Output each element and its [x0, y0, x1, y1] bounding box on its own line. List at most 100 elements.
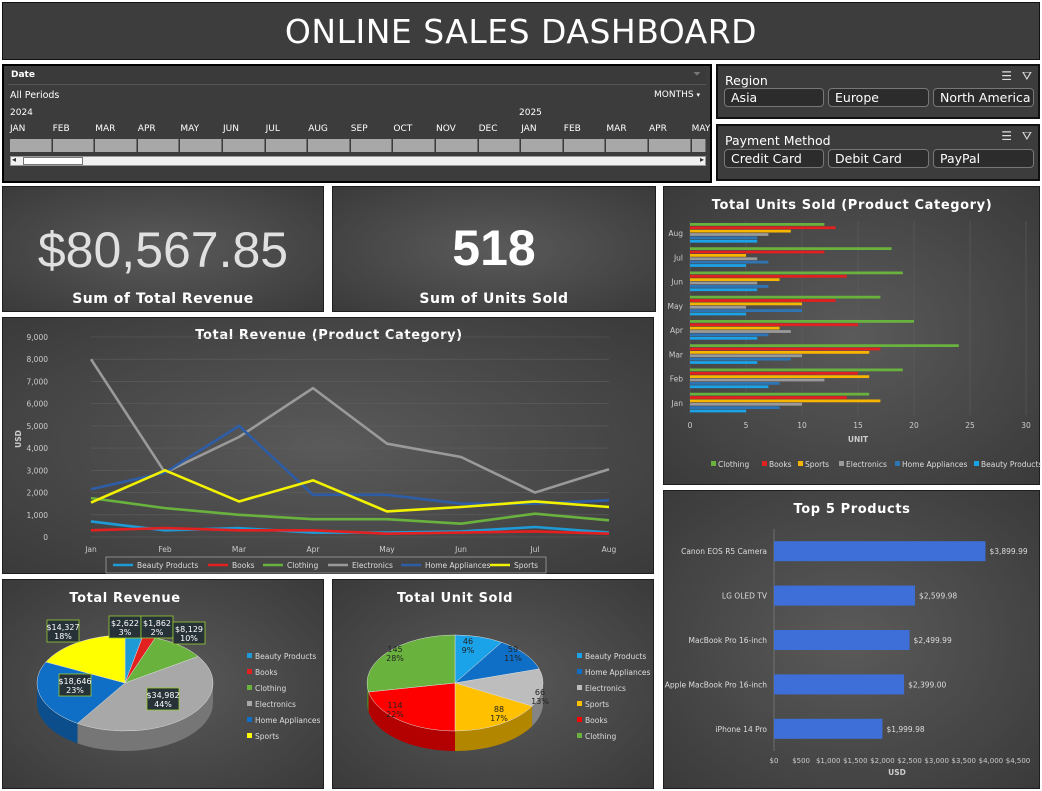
legend-label: Home Appliances: [425, 561, 490, 570]
legend-label: Beauty Products: [981, 460, 1041, 469]
x-tick-label: $500: [792, 757, 810, 765]
data-label-value: $8,129: [175, 625, 203, 634]
y-tick-label: iPhone 14 Pro: [715, 725, 767, 734]
clear-filter-icon[interactable]: ⏷: [693, 69, 701, 80]
bar: [690, 371, 858, 375]
timeline-month-label: MAY: [691, 124, 711, 134]
bar: [690, 247, 892, 251]
timeline-month-cell[interactable]: [308, 139, 350, 152]
x-tick-label: $3,000: [924, 757, 949, 765]
timeline-month-cell[interactable]: [180, 139, 222, 152]
bar: [690, 285, 769, 288]
legend-swatch: [247, 701, 252, 706]
timeline-month-label: OCT: [393, 124, 413, 134]
pie-slice-side: [77, 683, 213, 751]
bar: [690, 323, 858, 327]
legend-label: Sports: [585, 700, 609, 709]
bar: [690, 236, 758, 240]
multi-select-icon[interactable]: ☰: [1001, 69, 1012, 83]
timeline-month-label: FEB: [563, 124, 581, 134]
pie-slice: [454, 641, 540, 684]
bar: [690, 399, 881, 403]
payment-item-debit-card[interactable]: Debit Card: [828, 149, 929, 168]
bar: [690, 347, 881, 351]
x-tick-label: 20: [909, 421, 919, 430]
bar: [690, 382, 780, 385]
scrollbar-thumb[interactable]: [23, 157, 83, 165]
legend-swatch: [895, 461, 900, 466]
scroll-right-icon[interactable]: ▸: [699, 155, 704, 164]
timeline-month-cell[interactable]: [478, 139, 521, 152]
bar: [690, 333, 769, 337]
timeline-month-cell[interactable]: [649, 139, 691, 152]
clear-filter-icon[interactable]: ⛛: [1021, 69, 1032, 83]
x-tick-label: Jan: [84, 545, 97, 554]
payment-method-slicer[interactable]: Payment Method ☰ ⛛ Credit Card Debit Car…: [716, 124, 1040, 181]
timeline-month-cell[interactable]: [691, 139, 706, 152]
kpi-units-value: 518: [452, 220, 536, 276]
bar: [690, 302, 802, 306]
x-tick-label: Apr: [307, 545, 321, 554]
data-label: $3,899.99: [989, 547, 1027, 556]
x-tick-label: $4,500: [1006, 757, 1031, 765]
legend-swatch: [839, 461, 844, 466]
bar: [690, 326, 780, 330]
timeline-year-2024: 2024: [10, 108, 33, 118]
timeline-month-cell[interactable]: [350, 139, 393, 152]
data-label-box: [172, 621, 206, 645]
timeline-month-cell[interactable]: [223, 139, 265, 152]
timeline-month-cell[interactable]: [265, 139, 308, 152]
y-tick-label: 9,000: [27, 333, 49, 342]
data-label-pct: 11%: [504, 654, 522, 663]
x-tick-label: $1,000: [816, 757, 841, 765]
multi-select-icon[interactable]: ☰: [1001, 129, 1012, 143]
legend-label: Books: [255, 668, 278, 677]
bar: [690, 274, 847, 278]
data-label-pct: 18%: [54, 632, 72, 641]
region-slicer[interactable]: Region ☰ ⛛ Asia Europe North America: [716, 64, 1040, 119]
bar: [690, 264, 746, 267]
payment-item-credit-card[interactable]: Credit Card: [724, 149, 824, 168]
legend-label: Clothing: [585, 732, 616, 741]
bar: [690, 309, 802, 313]
y-tick-label: May: [667, 302, 683, 311]
timeline-month-cell[interactable]: [393, 139, 435, 152]
series-line: [90, 526, 610, 535]
bar: [690, 375, 870, 379]
bar: [774, 585, 915, 606]
timeline-level-dropdown[interactable]: MONTHS ▾: [654, 90, 700, 100]
bar: [690, 281, 758, 285]
timeline-month-cell[interactable]: [10, 139, 52, 152]
date-timeline-slicer[interactable]: Date ⏷ All Periods MONTHS ▾ 2024 2025 JA…: [2, 64, 712, 183]
y-tick-label: Canon EOS R5 Camera: [681, 547, 767, 556]
y-tick-label: Feb: [670, 375, 684, 384]
scroll-left-icon[interactable]: ◂: [12, 155, 17, 164]
legend-swatch: [577, 685, 582, 690]
region-item-europe[interactable]: Europe: [828, 88, 929, 107]
x-tick-label: 25: [965, 421, 975, 430]
bar: [690, 250, 825, 254]
bar: [690, 344, 959, 348]
timeline-month-cell[interactable]: [137, 139, 180, 152]
timeline-month-cell[interactable]: [95, 139, 137, 152]
region-item-north-america[interactable]: North America: [933, 88, 1034, 107]
data-label-value: 145: [387, 645, 402, 654]
revenue-line-chart: Total Revenue (Product Category) 0 1,000 2,…: [2, 317, 654, 574]
timeline-month-cell[interactable]: [563, 139, 606, 152]
timeline-month-cell[interactable]: [436, 139, 478, 152]
clear-filter-icon[interactable]: ⛛: [1021, 129, 1032, 143]
timeline-month-label: MAR: [606, 124, 627, 134]
legend-label: Books: [769, 460, 792, 469]
bar: [690, 409, 746, 413]
timeline-month-cell[interactable]: [521, 139, 563, 152]
region-item-asia[interactable]: Asia: [724, 88, 824, 107]
legend-label: Clothing: [255, 684, 286, 693]
x-tick-label: $1,500: [843, 757, 868, 765]
legend-label: Sports: [514, 561, 538, 570]
bar: [774, 630, 910, 650]
timeline-month-cell[interactable]: [52, 139, 95, 152]
timeline-scrollbar[interactable]: ◂ ▸: [10, 155, 706, 166]
timeline-month-cell[interactable]: [606, 139, 648, 152]
payment-item-paypal[interactable]: PayPal: [933, 149, 1034, 168]
